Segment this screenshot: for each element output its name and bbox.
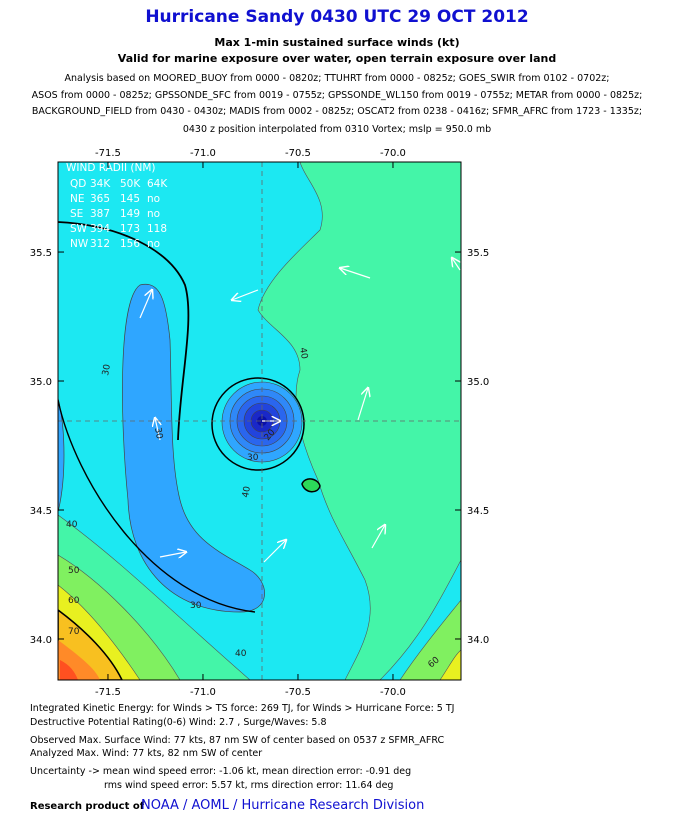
subtitle: Max 1-min sustained surface winds (kt) [214,36,459,49]
radii-cell: SW [70,223,88,235]
x-tick-label: -71.0 [190,687,216,698]
position-note: 0430 z position interpolated from 0310 V… [183,124,491,135]
contour-label: 60 [68,596,80,606]
y-tick-label: 34.5 [30,506,52,517]
radii-cell: no [147,193,160,205]
radii-cell: NE [70,193,85,205]
radii-cell: 156 [120,238,140,250]
x-tick-label: -70.5 [285,687,311,698]
contour-label: 30 [152,427,164,440]
contour-label: 40 [241,485,253,498]
y-tick-label: 34.0 [467,635,489,646]
radii-cell: 365 [90,193,110,205]
radii-cell: NW [70,238,89,250]
footer-line: Observed Max. Surface Wind: 77 kts, 87 n… [30,735,445,746]
analysis-line: ASOS from 0000 - 0825z; GPSSONDE_SFC fro… [32,90,643,101]
radii-header: 50K [120,178,141,190]
footer-line: Uncertainty -> mean wind speed error: -1… [30,766,411,777]
contour-label: 30 [247,453,259,463]
radii-cell: 394 [90,223,110,235]
y-tick-label: 34.0 [30,635,52,646]
y-tick-label: 35.5 [30,248,52,259]
axes: -71.5 -71.5 -71.0 -71.0 -70.5 -70.5 -70.0 -70.0… [30,148,490,698]
title: Hurricane Sandy 0430 UTC 29 OCT 2012 [145,7,528,27]
analysis-line: BACKGROUND_FIELD from 0430 - 0430z; MADI… [32,106,642,117]
y-tick-label: 35.0 [467,377,489,388]
footer-line: rms wind speed error: 5.57 kt, rms direc… [104,780,393,791]
radii-header: 64K [147,178,168,190]
credit: NOAA / AOML / Hurricane Research Divisio… [141,798,424,813]
footer-line: Analyzed Max. Wind: 77 kts, 82 nm SW of … [30,748,262,759]
radii-cell: no [147,208,160,220]
radii-cell: no [147,238,160,250]
contour-label: 50 [68,566,80,576]
footer: Integrated Kinetic Energy: for Winds > T… [30,703,454,813]
radii-cell: 312 [90,238,110,250]
contour-label: 40 [297,347,309,360]
analysis-line: Analysis based on MOORED_BUOY from 0000 … [65,73,610,84]
y-tick-label: 35.5 [467,248,489,259]
radii-title: WIND RADII (NM) [66,162,156,174]
contour-label: 30 [101,363,113,376]
y-tick-label: 34.5 [467,506,489,517]
radii-cell: 145 [120,193,140,205]
contour-label: 30 [190,601,202,611]
footer-line: Integrated Kinetic Energy: for Winds > T… [30,703,454,714]
footer-line: Destructive Potential Rating(0-6) Wind: … [30,717,327,728]
x-tick-label: -71.5 [95,687,121,698]
wind-field [58,162,461,680]
y-tick-label: 35.0 [30,377,52,388]
radii-cell: 149 [120,208,140,220]
contour-label: 70 [68,627,80,637]
radii-header: 34K [90,178,111,190]
wind-radii-box: WIND RADII (NM) QD 34K 50K 64K NE 365 145 no SE 3… [66,162,168,250]
credit-prefix: Research product of [30,801,145,812]
radii-cell: 118 [147,223,167,235]
radii-header: QD [70,178,86,190]
validity: Valid for marine exposure over water, op… [118,52,556,65]
x-tick-label: -71.5 [95,148,121,159]
radii-cell: 387 [90,208,110,220]
x-tick-label: -70.0 [380,148,406,159]
contour-label: 40 [66,520,78,530]
x-tick-label: -70.5 [285,148,311,159]
x-tick-label: -70.0 [380,687,406,698]
map-frame [57,161,462,681]
contour-label: 40 [235,649,247,659]
radii-cell: 173 [120,223,140,235]
radii-cell: SE [70,208,83,220]
x-tick-label: -71.0 [190,148,216,159]
